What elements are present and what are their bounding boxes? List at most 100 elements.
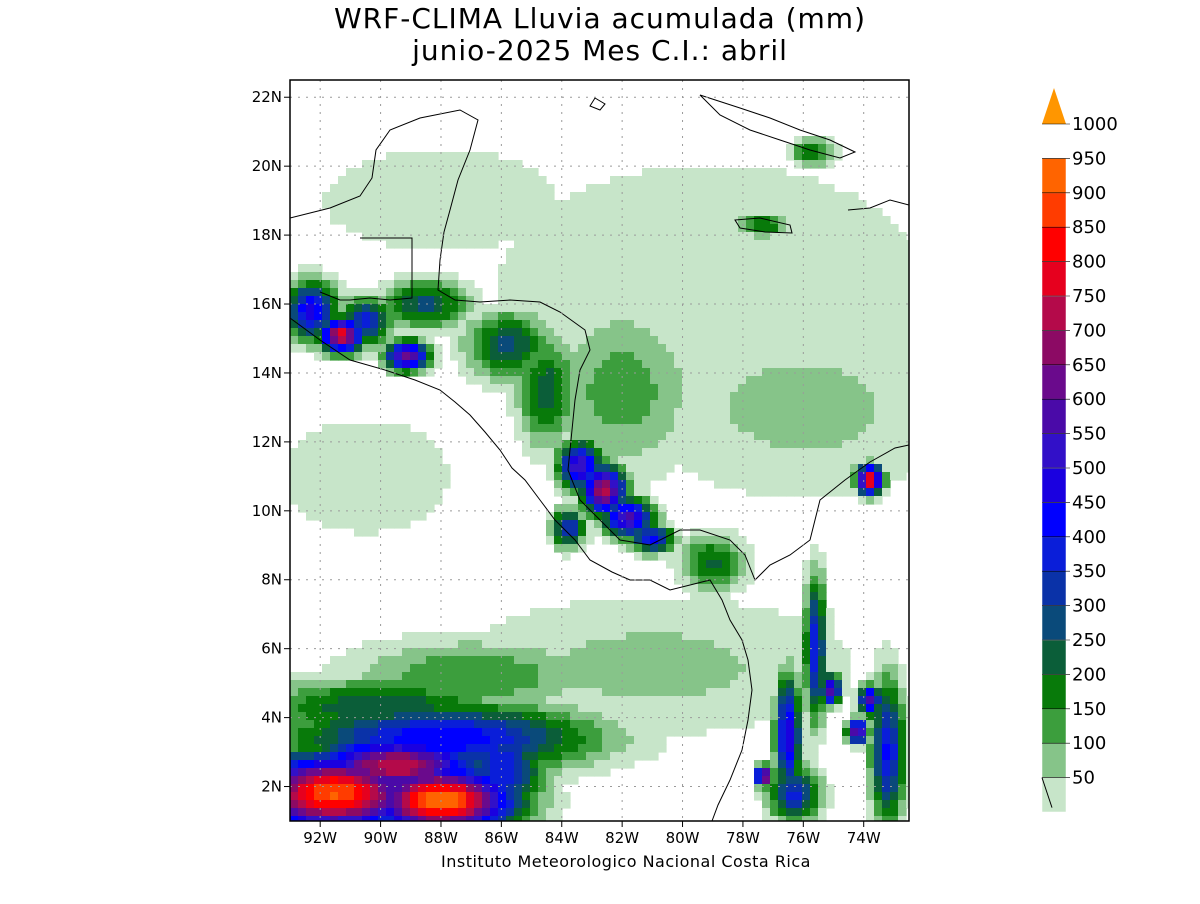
rain-cell [562,640,571,649]
rain-cell [626,424,635,433]
rain-cell [778,632,787,641]
rain-cell [674,424,683,433]
rain-cell [754,688,763,697]
rain-cell [546,608,555,617]
rain-cell [450,152,459,161]
rain-cell [546,800,555,809]
rain-cell [426,168,435,177]
rain-cell [866,776,875,785]
rain-cell [458,776,467,785]
rain-cell [898,432,907,441]
rain-cell [410,512,419,521]
rain-cell [762,264,771,273]
rain-cell [354,296,363,305]
rain-cell [690,352,699,361]
rain-cell [842,720,851,729]
rain-cell [626,448,635,457]
rain-cell [794,296,803,305]
rain-cell [682,208,691,217]
rain-cell [890,280,899,289]
rain-cell [346,488,355,497]
rain-cell [418,448,427,457]
rain-cell [602,680,611,689]
rain-cell [314,480,323,489]
rain-cell [338,216,347,225]
rain-cell [810,736,819,745]
rain-cell [794,640,803,649]
rain-cell [762,632,771,641]
rain-cell [818,720,827,729]
rain-cell [834,368,843,377]
rain-cell [826,224,835,233]
rain-cell [514,768,523,777]
rain-cell [858,280,867,289]
rain-cell [530,248,539,257]
rain-cell [706,624,715,633]
rain-cell [610,360,619,369]
rain-cell [338,808,347,817]
rain-cell [370,224,379,233]
rain-cell [610,456,619,465]
rain-cell [386,360,395,369]
rain-cell [474,744,483,753]
rain-cell [826,352,835,361]
rain-cell [714,320,723,329]
rain-cell [362,712,371,721]
rain-cell [538,808,547,817]
rain-cell [762,680,771,689]
rain-cell [762,240,771,249]
rain-cell [490,800,499,809]
rain-cell [778,472,787,481]
rain-cell [674,312,683,321]
rain-cell [730,608,739,617]
rain-cell [378,296,387,305]
rain-cell [746,552,755,561]
rain-cell [426,480,435,489]
rain-cell [706,616,715,625]
rain-cell [570,264,579,273]
rain-cell [746,192,755,201]
rain-cell [322,704,331,713]
rain-cell [746,328,755,337]
rain-cell [530,632,539,641]
rain-cell [474,688,483,697]
rain-cell [746,336,755,345]
rain-cell [906,240,915,249]
rain-cell [298,744,307,753]
rain-cell [842,224,851,233]
rain-cell [810,368,819,377]
rain-cell [642,320,651,329]
rain-cell [458,688,467,697]
rain-cell [610,272,619,281]
rain-cell [522,176,531,185]
rain-cell [562,224,571,233]
rain-cell [490,744,499,753]
rain-cell [450,688,459,697]
rain-cell [866,480,875,489]
rain-cell [298,440,307,449]
rain-cell [418,656,427,665]
rain-cell [346,464,355,473]
rain-cell [730,440,739,449]
rain-cell [514,200,523,209]
rain-cell [522,640,531,649]
rain-cell [490,192,499,201]
rain-cell [506,320,515,329]
rain-cell [578,696,587,705]
rain-cell [394,464,403,473]
rain-cell [314,432,323,441]
rain-cell [866,720,875,729]
rain-cell [650,216,659,225]
rain-cell [458,712,467,721]
rain-cell [298,296,307,305]
rain-cell [482,376,491,385]
rain-cell [514,320,523,329]
rain-cell [650,552,659,561]
rain-cell [570,640,579,649]
rain-cell [738,656,747,665]
rain-cell [506,168,515,177]
rain-cell [826,144,835,153]
rain-cell [330,464,339,473]
rain-cell [906,696,915,705]
rain-cell [834,424,843,433]
